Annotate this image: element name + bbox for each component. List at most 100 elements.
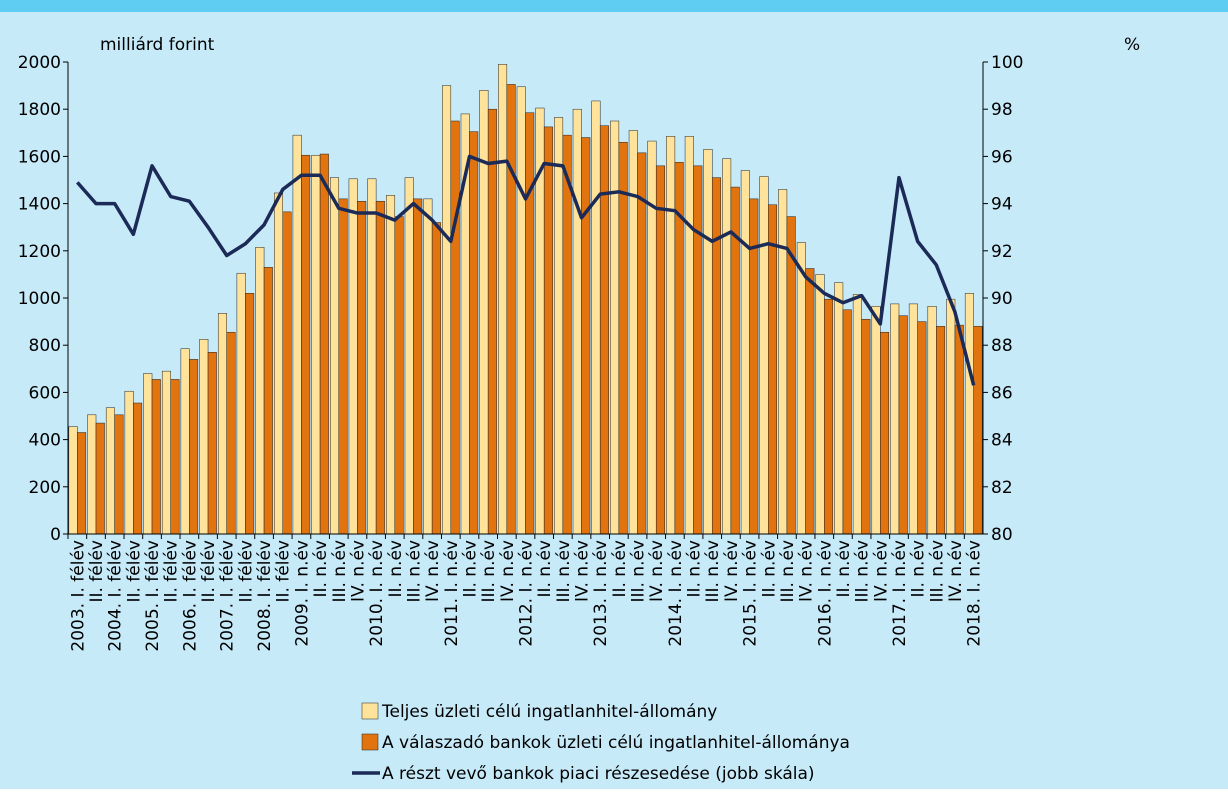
bar — [114, 414, 124, 535]
bar — [105, 407, 115, 535]
x-tick-label: IV. n.év — [498, 540, 518, 602]
x-tick-label: IV. n.év — [722, 540, 742, 602]
bar — [861, 318, 871, 535]
x-tick-label: II. félév — [124, 540, 144, 603]
bar — [338, 198, 348, 535]
bar — [404, 177, 414, 535]
bar — [189, 359, 199, 535]
bar — [591, 100, 601, 535]
bar — [599, 125, 609, 535]
y2-tick-label: 84 — [991, 431, 1013, 451]
bar — [525, 112, 535, 535]
bar — [413, 198, 423, 535]
x-tick-label: 2014. I. n.év — [666, 540, 686, 647]
y-tick-label: 1000 — [18, 289, 61, 309]
x-tick-label: III. n.év — [554, 540, 574, 603]
legend-label: Teljes üzleti célú ingatlanhitel-állomán… — [381, 702, 717, 722]
x-tick-label: II. n.év — [759, 540, 779, 598]
bar — [292, 134, 302, 535]
bar — [740, 170, 750, 535]
legend-label: A válaszadó bankok üzleti célú ingatlanh… — [382, 733, 850, 753]
bar — [199, 339, 209, 535]
x-tick-label: 2018. I. n.év — [965, 540, 985, 647]
x-tick-label: 2012. I. n.év — [517, 540, 537, 647]
y2-axis-title: % — [1124, 35, 1140, 55]
y-tick-label: 2000 — [18, 53, 61, 73]
bar — [68, 426, 78, 535]
bar — [301, 154, 311, 535]
bar — [431, 222, 441, 535]
bar — [693, 165, 703, 535]
x-tick-label: IV. n.év — [946, 540, 966, 602]
bar — [386, 195, 396, 535]
y-tick-label: 600 — [29, 383, 61, 403]
bar — [973, 326, 983, 535]
bar — [375, 200, 385, 535]
y2-tick-label: 92 — [991, 242, 1013, 262]
bar — [572, 108, 582, 535]
x-tick-label: II. n.év — [834, 540, 854, 598]
y-tick-label: 800 — [29, 336, 61, 356]
bar — [516, 86, 526, 535]
bar — [852, 294, 862, 535]
bar — [95, 422, 105, 535]
bar — [282, 211, 292, 535]
x-tick-label: II. n.év — [460, 540, 480, 598]
bar — [618, 141, 628, 535]
bar — [423, 198, 433, 535]
y2-tick-label: 96 — [991, 147, 1013, 167]
bar — [263, 267, 273, 535]
x-tick-label: 2013. I. n.év — [591, 540, 611, 647]
x-tick-label: 2005. I. félév — [143, 540, 163, 652]
bar — [236, 272, 246, 535]
legend-swatch — [361, 733, 379, 751]
bar — [834, 282, 844, 535]
y-tick-label: 1800 — [18, 100, 61, 120]
bar — [684, 136, 694, 535]
x-tick-label: 2009. I. n.év — [292, 540, 312, 647]
y2-tick-label: 82 — [991, 478, 1013, 498]
bar — [954, 324, 964, 535]
bar — [562, 134, 572, 535]
bar — [711, 177, 721, 535]
x-tick-label: 2016. I. n.év — [815, 540, 835, 647]
y2-tick-label: 86 — [991, 383, 1013, 403]
bar — [871, 306, 881, 535]
bar — [273, 192, 283, 535]
x-tick-label: III. n.év — [853, 540, 873, 603]
legend-label: A részt vevő bankok piaci részesedése (j… — [382, 764, 815, 784]
bar — [543, 126, 553, 535]
x-tick-label: II. félév — [274, 540, 294, 603]
bar — [311, 154, 321, 535]
x-tick-label: 2004. I. félév — [106, 540, 126, 652]
x-tick-label: II. n.év — [610, 540, 630, 598]
x-tick-label: IV. n.év — [871, 540, 891, 602]
x-tick-label: III. n.év — [479, 540, 499, 603]
bar — [703, 149, 713, 535]
bar — [77, 432, 87, 535]
bar — [442, 85, 452, 535]
line — [76, 154, 976, 386]
bar — [479, 90, 489, 535]
x-tick-label: III. n.év — [404, 540, 424, 603]
bar — [319, 153, 329, 535]
bar — [143, 373, 153, 535]
x-tick-label: II. n.év — [535, 540, 555, 598]
y2-tick-label: 100 — [991, 53, 1023, 73]
bar — [469, 131, 479, 535]
bar — [637, 152, 647, 535]
x-tick-label: II. félév — [236, 540, 256, 603]
y-tick-label: 400 — [29, 431, 61, 451]
y2-tick-label: 88 — [991, 336, 1013, 356]
bar — [655, 165, 665, 535]
y-tick-label: 0 — [50, 525, 61, 545]
x-tick-label: 2015. I. n.év — [741, 540, 761, 647]
bar — [842, 309, 852, 535]
bar — [87, 414, 97, 535]
y-tick-label: 1200 — [18, 242, 61, 262]
x-tick-label: II. n.év — [311, 540, 331, 598]
bar — [647, 140, 657, 535]
bar — [936, 326, 946, 535]
x-tick-label: II. félév — [87, 540, 107, 603]
x-tick-label: II. félév — [199, 540, 219, 603]
